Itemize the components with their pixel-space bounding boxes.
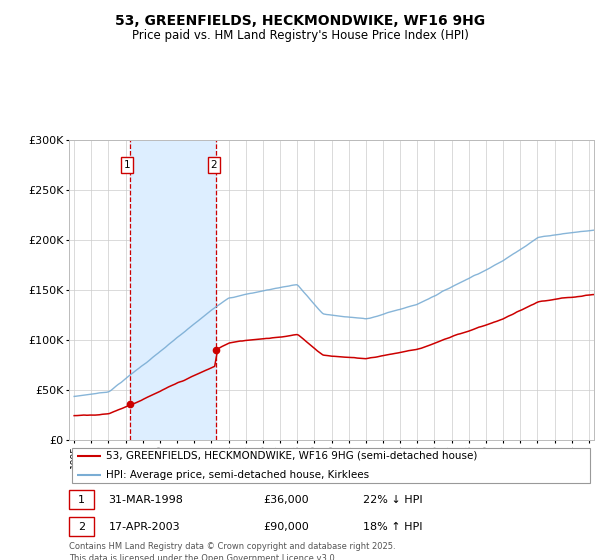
Text: 17-APR-2003: 17-APR-2003 [109, 521, 180, 531]
Text: 2: 2 [78, 521, 85, 531]
Text: 31-MAR-1998: 31-MAR-1998 [109, 495, 183, 505]
Text: 1: 1 [78, 495, 85, 505]
FancyBboxPatch shape [69, 517, 94, 536]
Text: 18% ↑ HPI: 18% ↑ HPI [363, 521, 422, 531]
Text: Price paid vs. HM Land Registry's House Price Index (HPI): Price paid vs. HM Land Registry's House … [131, 29, 469, 42]
Text: 53, GREENFIELDS, HECKMONDWIKE, WF16 9HG (semi-detached house): 53, GREENFIELDS, HECKMONDWIKE, WF16 9HG … [106, 451, 477, 461]
Text: Contains HM Land Registry data © Crown copyright and database right 2025.
This d: Contains HM Land Registry data © Crown c… [69, 542, 395, 560]
FancyBboxPatch shape [69, 490, 94, 510]
Text: £36,000: £36,000 [263, 495, 309, 505]
Text: £90,000: £90,000 [263, 521, 309, 531]
Text: HPI: Average price, semi-detached house, Kirklees: HPI: Average price, semi-detached house,… [106, 470, 369, 480]
FancyBboxPatch shape [71, 448, 590, 483]
Text: 2: 2 [211, 160, 217, 170]
Bar [130, 140, 217, 440]
Text: 1: 1 [124, 160, 131, 170]
Text: 22% ↓ HPI: 22% ↓ HPI [363, 495, 422, 505]
Text: 53, GREENFIELDS, HECKMONDWIKE, WF16 9HG: 53, GREENFIELDS, HECKMONDWIKE, WF16 9HG [115, 14, 485, 28]
